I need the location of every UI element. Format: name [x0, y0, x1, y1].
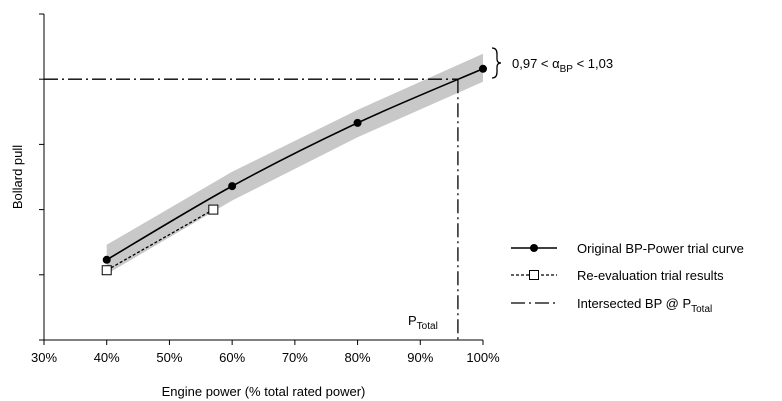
- x-tick-label: 50%: [156, 350, 182, 365]
- tolerance-band: [106, 53, 483, 275]
- legend: Original BP-Power trial curve Re-evaluati…: [511, 241, 744, 315]
- axes-layer: [43, 14, 483, 341]
- original-curve-line: [106, 68, 484, 261]
- x-tick-label: 70%: [282, 350, 308, 365]
- x-axis-title: Engine power (% total rated power): [162, 384, 366, 399]
- y-axis-title: Bollard pull: [10, 145, 25, 209]
- x-tick-label: 40%: [94, 350, 120, 365]
- legend-original-label: Original BP-Power trial curve: [577, 241, 744, 256]
- original-curve-point: [479, 64, 487, 73]
- x-ticks: 30% 40% 50% 60% 70% 80% 90% 100%: [31, 340, 500, 365]
- original-curve-point: [353, 118, 362, 127]
- annotations: 0,97 < αBP < 1,03 PTotal: [408, 47, 613, 332]
- x-tick-label: 60%: [219, 350, 245, 365]
- p-total-letter: P: [408, 313, 417, 328]
- p-total-subscript: Total: [417, 321, 438, 332]
- legend-original-marker: [530, 244, 538, 252]
- legend-reevaluation-marker: [529, 270, 539, 280]
- tolerance-suffix: < 1,03: [573, 56, 613, 71]
- x-tick-label: 30%: [31, 350, 57, 365]
- tolerance-brace: [491, 47, 502, 79]
- x-tick-label: 80%: [345, 350, 371, 365]
- reevaluation-line: [106, 209, 214, 271]
- alpha-subscript: BP: [560, 64, 574, 75]
- original-curve-point: [228, 182, 237, 191]
- reevaluation-point: [101, 265, 112, 276]
- tolerance-prefix: 0,97 <: [512, 56, 552, 71]
- legend-intersect-subscript: Total: [691, 304, 712, 315]
- series-layer: [101, 64, 487, 276]
- alpha-symbol: α: [552, 56, 560, 71]
- x-tick-label: 90%: [407, 350, 433, 365]
- y-ticks: [39, 13, 44, 341]
- legend-intersect-name: Intersected BP @ P: [577, 296, 691, 311]
- legend-reevaluation-label: Re-evaluation trial results: [577, 268, 724, 283]
- tolerance-band-layer: [106, 53, 483, 275]
- p-total-annotation: PTotal: [408, 313, 438, 332]
- tolerance-annotation: 0,97 < αBP < 1,03: [512, 56, 613, 75]
- intersect-guides: [44, 78, 459, 340]
- original-curve-point: [102, 255, 111, 264]
- x-tick-label: 100%: [466, 350, 500, 365]
- legend-intersect-label: Intersected BP @ PTotal: [577, 296, 712, 315]
- reevaluation-point: [208, 204, 219, 215]
